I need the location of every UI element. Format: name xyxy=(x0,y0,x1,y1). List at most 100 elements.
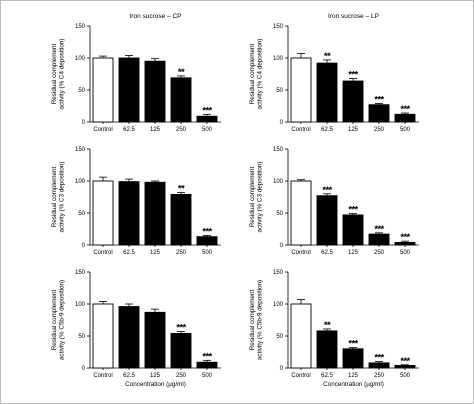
bar-62.5 xyxy=(118,306,140,369)
bar-125 xyxy=(342,214,364,246)
y-tick-label: 50 xyxy=(276,334,283,340)
bar-125 xyxy=(144,181,166,246)
bar-250 xyxy=(368,104,390,123)
y-tick-label: 50 xyxy=(78,88,85,94)
bar-62.5 xyxy=(118,57,140,123)
y-tick-label: 50 xyxy=(276,88,283,94)
category-label: 250 xyxy=(176,250,187,256)
bar-62.5 xyxy=(316,62,338,123)
y-axis-label-line: activity (% C4 deposition) xyxy=(59,38,66,109)
y-tick-label: 150 xyxy=(75,270,86,276)
bar-250 xyxy=(170,332,192,369)
category-label: Control xyxy=(291,127,310,133)
y-axis-label: Residual complementactivity (% C3 deposi… xyxy=(51,161,66,232)
y-tick-label: 150 xyxy=(273,24,284,30)
bar-500 xyxy=(196,115,218,123)
category-label: 125 xyxy=(348,127,359,133)
y-tick-label: 50 xyxy=(78,211,85,217)
y-axis-label: Residual complementactivity (% C4 deposi… xyxy=(249,38,264,109)
significance-label: *** xyxy=(176,323,186,334)
y-tick-label: 0 xyxy=(280,120,284,126)
chart-panel-1: 0 50 100 150 Control 62.5 125 ** 250 *** 500 Residu… xyxy=(51,13,221,133)
y-tick-label: 0 xyxy=(82,243,86,249)
significance-label: ** xyxy=(324,51,331,62)
category-label: Control xyxy=(93,250,112,256)
y-axis-label-line: Residual complement xyxy=(51,289,58,350)
y-tick-label: 100 xyxy=(273,302,284,308)
y-tick-label: 50 xyxy=(78,334,85,340)
bar-250 xyxy=(170,193,192,246)
category-label: 250 xyxy=(176,373,187,379)
category-label: 125 xyxy=(348,250,359,256)
bar-62.5 xyxy=(316,195,338,246)
significance-label: *** xyxy=(400,232,410,243)
y-axis-label: Residual complementactivity (% C4 deposi… xyxy=(51,38,66,109)
significance-label: *** xyxy=(374,94,384,105)
category-label: Control xyxy=(291,250,310,256)
category-label: 500 xyxy=(400,250,411,256)
significance-label: *** xyxy=(348,205,358,216)
y-tick-label: 150 xyxy=(75,24,86,30)
y-axis-label-line: Residual complement xyxy=(249,166,256,227)
category-label: 500 xyxy=(202,127,213,133)
category-label: Control xyxy=(93,127,112,133)
significance-label: *** xyxy=(348,339,358,350)
category-label: 62.5 xyxy=(123,250,135,256)
y-tick-label: 150 xyxy=(273,270,284,276)
significance-label: ** xyxy=(178,67,185,78)
bar-Control xyxy=(92,57,114,123)
bar-Control xyxy=(290,57,312,123)
chart-panel-4: 0 50 100 150 Control *** 62.5 *** 125 *** 250 *** 50… xyxy=(249,147,419,256)
bar-62.5 xyxy=(118,181,140,246)
y-axis-label-line: Residual complement xyxy=(51,43,58,104)
y-tick-label: 0 xyxy=(82,120,86,126)
y-tick-label: 100 xyxy=(273,56,284,62)
y-axis-label-line: activity (% C5b-9 deposition) xyxy=(257,280,264,360)
x-axis-label: Concentration (µg/ml) xyxy=(125,381,186,388)
significance-label: *** xyxy=(348,69,358,80)
bar-250 xyxy=(170,77,192,123)
significance-label: *** xyxy=(374,224,384,235)
y-tick-label: 100 xyxy=(75,179,86,185)
chart-title: Iron sucrose – LP xyxy=(328,13,379,20)
y-axis-label-line: Residual complement xyxy=(51,166,58,227)
bar-62.5 xyxy=(316,330,338,369)
y-axis-label-line: Residual complement xyxy=(249,289,256,350)
significance-label: *** xyxy=(400,104,410,115)
y-axis-label-line: Residual complement xyxy=(249,43,256,104)
category-label: 62.5 xyxy=(321,127,333,133)
significance-label: *** xyxy=(322,185,332,196)
y-axis-label-line: activity (% C4 deposition) xyxy=(257,38,264,109)
chart-panel-6: 0 50 100 150 Control ** 62.5 *** 125 *** 250 *** 500… xyxy=(249,270,419,388)
significance-label: *** xyxy=(202,351,212,362)
category-label: 250 xyxy=(374,127,385,133)
y-axis-label-line: activity (% C5b-9 deposition) xyxy=(59,280,66,360)
category-label: 125 xyxy=(150,373,161,379)
significance-label: *** xyxy=(374,353,384,364)
bar-125 xyxy=(144,311,166,369)
bar-Control xyxy=(290,180,312,246)
bar-125 xyxy=(144,60,166,123)
chart-title: Iron sucrose – CP xyxy=(129,13,181,20)
y-tick-label: 150 xyxy=(75,147,86,153)
category-label: 500 xyxy=(202,250,213,256)
y-axis-label: Residual complementactivity (% C3 deposi… xyxy=(249,161,264,232)
category-label: 62.5 xyxy=(321,373,333,379)
y-tick-label: 50 xyxy=(276,211,283,217)
bar-125 xyxy=(342,348,364,369)
y-tick-label: 0 xyxy=(280,366,284,372)
y-axis-label: Residual complementactivity (% C5b-9 dep… xyxy=(249,280,264,360)
category-label: 250 xyxy=(176,127,187,133)
y-tick-label: 100 xyxy=(75,56,86,62)
category-label: 500 xyxy=(400,127,411,133)
y-axis-label: Residual complementactivity (% C5b-9 dep… xyxy=(51,280,66,360)
bar-500 xyxy=(196,361,218,369)
significance-label: *** xyxy=(202,105,212,116)
category-label: 125 xyxy=(150,127,161,133)
y-axis-label-line: activity (% C3 deposition) xyxy=(257,161,264,232)
category-label: 250 xyxy=(374,373,385,379)
significance-label: *** xyxy=(202,226,212,237)
